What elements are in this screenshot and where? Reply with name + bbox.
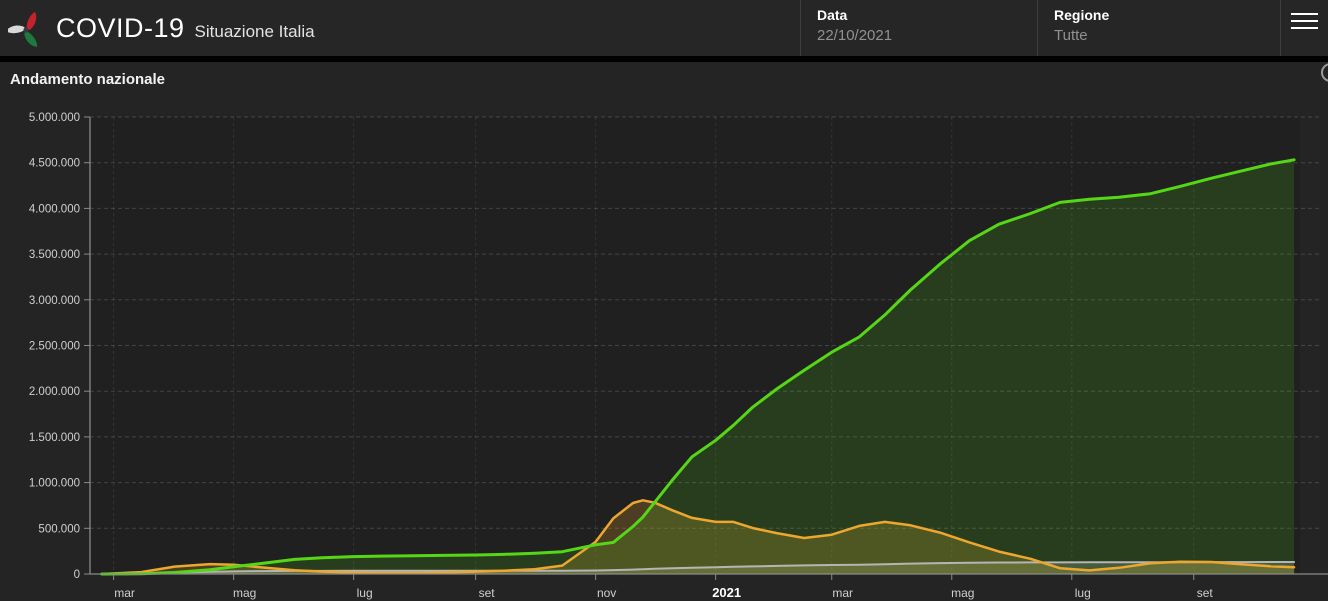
- svg-text:4.500.000: 4.500.000: [29, 158, 80, 170]
- svg-text:lug: lug: [1075, 586, 1091, 600]
- region-label: Regione: [1054, 7, 1110, 23]
- menu-button[interactable]: [1280, 0, 1328, 56]
- app-subtitle: Situazione Italia: [194, 21, 315, 41]
- svg-text:4.000.000: 4.000.000: [29, 203, 80, 215]
- national-trend-chart[interactable]: 0 500.000 1.000.000 1.500.000 2.000.000 2.500…: [0, 62, 1328, 601]
- svg-text:0: 0: [74, 569, 80, 581]
- series-lines: [100, 158, 1296, 576]
- svg-text:1.000.000: 1.000.000: [29, 478, 80, 490]
- attualmente-positivi-line: [100, 499, 1296, 576]
- svg-text:set: set: [1197, 586, 1214, 600]
- plot-area: [90, 117, 1300, 574]
- horizontal-gridlines: [90, 116, 1322, 529]
- panel-title: Andamento nazionale: [10, 71, 166, 88]
- svg-text:1.500.000: 1.500.000: [29, 432, 80, 444]
- svg-text:mar: mar: [114, 586, 135, 600]
- date-value: 22/10/2021: [817, 27, 893, 44]
- region-selector[interactable]: Regione Tutte: [1037, 0, 1280, 56]
- dimessi-guariti-line: [100, 158, 1296, 576]
- svg-text:lug: lug: [357, 586, 373, 600]
- brand: COVID-19 Situazione Italia: [0, 0, 800, 56]
- svg-text:mag: mag: [951, 586, 974, 600]
- svg-text:3.000.000: 3.000.000: [29, 295, 80, 307]
- region-value: Tutte: [1054, 27, 1088, 44]
- svg-text:500.000: 500.000: [38, 523, 80, 535]
- x-axis-labels: mar mag lug set nov 2021 mar mag lug set: [113, 574, 1214, 600]
- andamento-nazionale-panel: Andamento nazionale 0 500.000 1.000.000 1.5…: [0, 62, 1328, 601]
- svg-text:2.500.000: 2.500.000: [29, 341, 80, 353]
- svg-text:2021: 2021: [712, 585, 741, 600]
- svg-text:set: set: [479, 586, 496, 600]
- svg-text:2.000.000: 2.000.000: [29, 386, 80, 398]
- app-title: COVID-19: [56, 12, 185, 43]
- attualmente-positivi-area: [101, 500, 1295, 574]
- hamburger-menu-icon: [1291, 13, 1318, 34]
- y-axis-labels: 0 500.000 1.000.000 1.500.000 2.000.000 2.500…: [29, 112, 90, 581]
- svg-text:5.000.000: 5.000.000: [29, 112, 80, 124]
- svg-text:nov: nov: [597, 586, 616, 600]
- date-label: Data: [817, 7, 848, 23]
- svg-text:mag: mag: [233, 586, 256, 600]
- dimessi-guariti-area: [101, 159, 1295, 575]
- vertical-gridlines: [113, 117, 1195, 574]
- svg-text:3.500.000: 3.500.000: [29, 249, 80, 261]
- protezione-civile-logo-icon: [8, 11, 38, 47]
- date-selector[interactable]: Data 22/10/2021: [800, 0, 1037, 56]
- app-header: COVID-19 Situazione Italia Data 22/10/20…: [0, 0, 1328, 56]
- svg-text:mar: mar: [832, 586, 853, 600]
